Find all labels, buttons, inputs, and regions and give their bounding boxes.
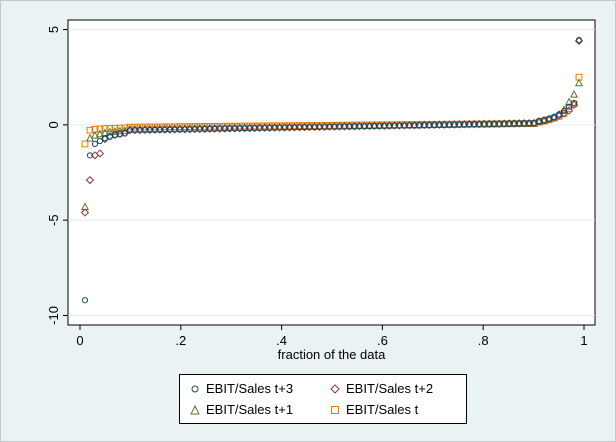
legend-label: EBIT/Sales t+2: [346, 381, 434, 396]
data-point: [91, 140, 99, 148]
x-tick-label: .8: [478, 333, 489, 348]
data-point: [250, 122, 259, 131]
legend-item-t: EBIT/Sales t: [330, 402, 418, 417]
legend-item-t3: EBIT/Sales t+3: [190, 381, 293, 396]
circle-marker-icon: [191, 385, 199, 392]
plot-region: [67, 19, 596, 326]
y-tick-label: -5: [46, 214, 61, 226]
data-point: [95, 129, 104, 138]
data-point: [95, 149, 105, 158]
data-point: [181, 123, 189, 131]
x-tick-label: 0: [76, 333, 83, 348]
data-point: [121, 130, 129, 137]
data-point: [115, 126, 124, 135]
x-tick-label: .6: [377, 333, 388, 348]
data-point: [290, 122, 299, 131]
data-point: [275, 122, 284, 131]
legend-item-t1: EBIT/Sales t+1: [190, 402, 293, 417]
data-point: [101, 125, 109, 133]
data-point: [565, 97, 574, 106]
x-tick-label: 1: [580, 333, 587, 348]
data-point: [564, 106, 574, 115]
data-point: [260, 122, 269, 131]
data-point: [96, 137, 104, 145]
data-point: [80, 208, 90, 217]
data-point: [86, 126, 94, 134]
data-point: [126, 123, 134, 131]
data-point: [166, 123, 174, 131]
data-point: [240, 122, 249, 131]
data-point: [550, 113, 558, 120]
y-tick-label: 5: [46, 26, 61, 33]
data-point: [255, 122, 264, 131]
data-point: [295, 122, 304, 130]
data-point: [565, 105, 573, 113]
data-point: [171, 123, 179, 131]
data-point: [81, 140, 89, 148]
data-point: [136, 123, 144, 131]
data-point: [105, 127, 114, 136]
triangle-marker-icon: [190, 404, 200, 414]
legend-label: EBIT/Sales t+3: [206, 381, 294, 396]
y-tick-label: -10: [46, 306, 61, 325]
data-point: [85, 176, 95, 185]
data-point: [285, 122, 294, 131]
x-axis-label: fraction of the data: [278, 347, 386, 362]
data-point: [555, 111, 563, 118]
data-point: [280, 122, 289, 131]
legend-item-t2: EBIT/Sales t+2: [330, 381, 433, 396]
data-point: [156, 123, 164, 131]
data-point: [565, 103, 573, 110]
legend: EBIT/Sales t+3 EBIT/Sales t+2 EBIT/Sales…: [179, 374, 467, 424]
data-point: [300, 122, 309, 130]
data-point: [86, 152, 94, 159]
data-point: [146, 123, 154, 131]
data-point: [141, 123, 149, 131]
legend-label: EBIT/Sales t+1: [206, 402, 294, 417]
diamond-marker-icon: [330, 383, 340, 394]
square-marker-icon: [331, 405, 339, 414]
data-point: [110, 127, 119, 135]
data-point: [131, 123, 139, 131]
data-point: [96, 125, 104, 133]
data-point: [81, 297, 89, 304]
data-point: [235, 122, 244, 131]
data-point: [570, 99, 578, 107]
data-point: [90, 130, 99, 139]
data-point: [270, 122, 279, 131]
data-point: [106, 125, 114, 132]
x-tick-label: .2: [175, 333, 186, 348]
data-point: [245, 122, 254, 131]
y-tick-label: 0: [46, 121, 61, 128]
data-point: [575, 36, 583, 44]
legend-label: EBIT/Sales t: [346, 402, 419, 417]
data-point: [176, 123, 184, 131]
data-point: [560, 108, 568, 115]
data-point: [151, 123, 159, 131]
data-point: [186, 123, 194, 130]
data-point: [161, 123, 169, 131]
data-point: [265, 122, 274, 131]
x-tick-label: .4: [276, 333, 287, 348]
data-point: [569, 89, 579, 98]
data-point: [574, 78, 584, 87]
